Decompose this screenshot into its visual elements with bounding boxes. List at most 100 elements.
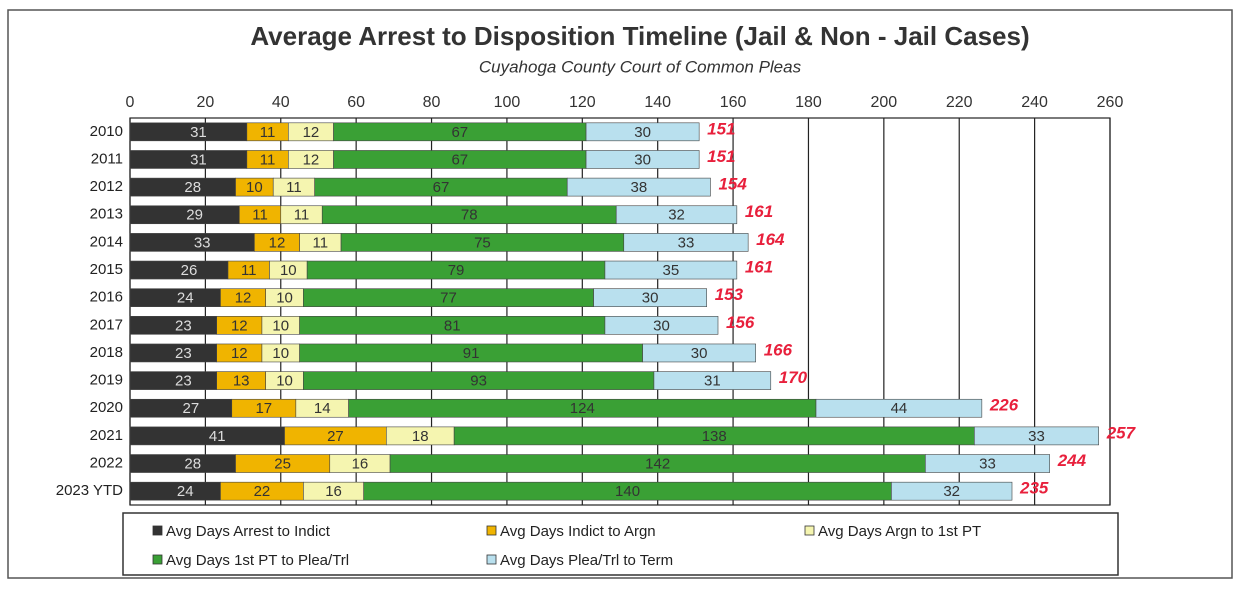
- segment-label: 30: [691, 345, 708, 362]
- bar-segment: [653, 371, 772, 390]
- segment-label: 31: [190, 124, 207, 141]
- segment-label: 17: [255, 400, 272, 417]
- y-tick-label: 2013: [90, 206, 123, 223]
- x-tick-label: 140: [644, 94, 671, 111]
- x-tick-label: 260: [1097, 94, 1124, 111]
- x-tick-label: 40: [272, 94, 290, 111]
- segment-label: 12: [269, 234, 286, 251]
- total-label: 170: [779, 368, 808, 387]
- x-tick-label: 100: [494, 94, 521, 111]
- segment-label: 30: [634, 124, 651, 141]
- legend-swatch: [486, 525, 497, 536]
- total-label: 151: [707, 119, 735, 138]
- segment-label: 41: [209, 428, 226, 445]
- segment-label: 11: [252, 207, 268, 224]
- y-tick-label: 2019: [90, 372, 123, 389]
- segment-label: 18: [412, 428, 429, 445]
- bar-segment: [129, 122, 248, 142]
- legend-label: Avg Days Indict to Argn: [500, 523, 656, 540]
- segment-label: 44: [891, 400, 908, 417]
- segment-label: 16: [325, 483, 342, 500]
- x-tick-label: 20: [196, 94, 214, 111]
- segment-label: 140: [615, 483, 640, 500]
- x-tick-label: 120: [569, 94, 596, 111]
- y-tick-label: 2010: [90, 123, 123, 140]
- bar-segment: [585, 150, 700, 169]
- segment-label: 33: [1028, 428, 1045, 445]
- y-tick-label: 2011: [91, 150, 123, 167]
- bar-segment: [623, 233, 749, 252]
- bar-segment: [891, 481, 1013, 501]
- segment-label: 35: [663, 262, 680, 279]
- segment-label: 32: [668, 207, 685, 224]
- bar-segment: [129, 316, 217, 335]
- y-tick-label: 2020: [90, 399, 123, 416]
- segment-label: 31: [190, 151, 207, 168]
- segment-label: 27: [183, 400, 200, 417]
- bar-segment: [974, 426, 1099, 446]
- bar-segment: [615, 205, 738, 225]
- x-tick-label: 60: [347, 94, 365, 111]
- y-tick-label: 2018: [90, 344, 123, 361]
- total-label: 257: [1106, 423, 1137, 442]
- total-label: 153: [715, 285, 744, 304]
- bar-segment: [129, 481, 221, 501]
- segment-label: 142: [645, 456, 670, 473]
- segment-label: 26: [181, 262, 198, 279]
- total-label: 244: [1057, 451, 1087, 470]
- segment-label: 30: [634, 151, 651, 168]
- bar-segment: [129, 260, 229, 280]
- x-tick-label: 80: [423, 94, 441, 111]
- segment-label: 78: [461, 207, 478, 224]
- plot-border: [129, 117, 1111, 506]
- segment-label: 33: [678, 234, 695, 251]
- segment-label: 11: [241, 262, 257, 279]
- y-tick-label: 2012: [90, 178, 123, 195]
- bar-segment: [642, 343, 756, 363]
- legend-label: Avg Days Arrest to Indict: [166, 523, 331, 540]
- segment-label: 12: [303, 151, 320, 168]
- x-tick-label: 180: [795, 94, 822, 111]
- segment-label: 81: [444, 317, 461, 334]
- bar-segment: [129, 454, 236, 473]
- total-label: 154: [718, 175, 747, 194]
- x-tick-label: 220: [946, 94, 973, 111]
- legend-box: [122, 512, 1119, 576]
- total-label: 226: [989, 396, 1019, 415]
- x-tick-label: 0: [126, 94, 135, 111]
- bar-segment: [129, 371, 217, 390]
- segment-label: 12: [231, 345, 248, 362]
- total-label: 166: [764, 340, 793, 359]
- segment-label: 12: [231, 317, 248, 334]
- bar-segment: [129, 343, 217, 363]
- frame: [7, 9, 1233, 579]
- bar-segment: [129, 233, 255, 252]
- segment-label: 67: [451, 124, 468, 141]
- segment-label: 10: [246, 179, 263, 196]
- y-tick-label: 2022: [90, 455, 123, 472]
- total-label: 235: [1019, 479, 1049, 498]
- chart-title: Average Arrest to Disposition Timeline (…: [250, 21, 1029, 51]
- legend-label: Avg Days Plea/Trl to Term: [500, 552, 673, 569]
- segment-label: 11: [313, 234, 329, 251]
- segment-label: 77: [440, 290, 457, 307]
- segment-label: 10: [276, 373, 293, 390]
- bar-segment: [593, 288, 707, 307]
- segment-label: 16: [352, 456, 369, 473]
- y-tick-label: 2023 YTD: [56, 482, 123, 499]
- segment-label: 11: [260, 124, 276, 141]
- segment-label: 29: [186, 207, 203, 224]
- legend-swatch: [152, 554, 163, 565]
- y-tick-label: 2016: [90, 289, 123, 306]
- bar-segment: [604, 260, 738, 280]
- segment-label: 28: [184, 179, 201, 196]
- segment-label: 25: [274, 456, 291, 473]
- segment-label: 12: [235, 290, 252, 307]
- bar-segment: [129, 150, 248, 169]
- bar-segment: [129, 288, 221, 307]
- segment-label: 23: [175, 317, 192, 334]
- segment-label: 10: [280, 262, 297, 279]
- segment-label: 11: [260, 151, 276, 168]
- segment-label: 91: [463, 345, 480, 362]
